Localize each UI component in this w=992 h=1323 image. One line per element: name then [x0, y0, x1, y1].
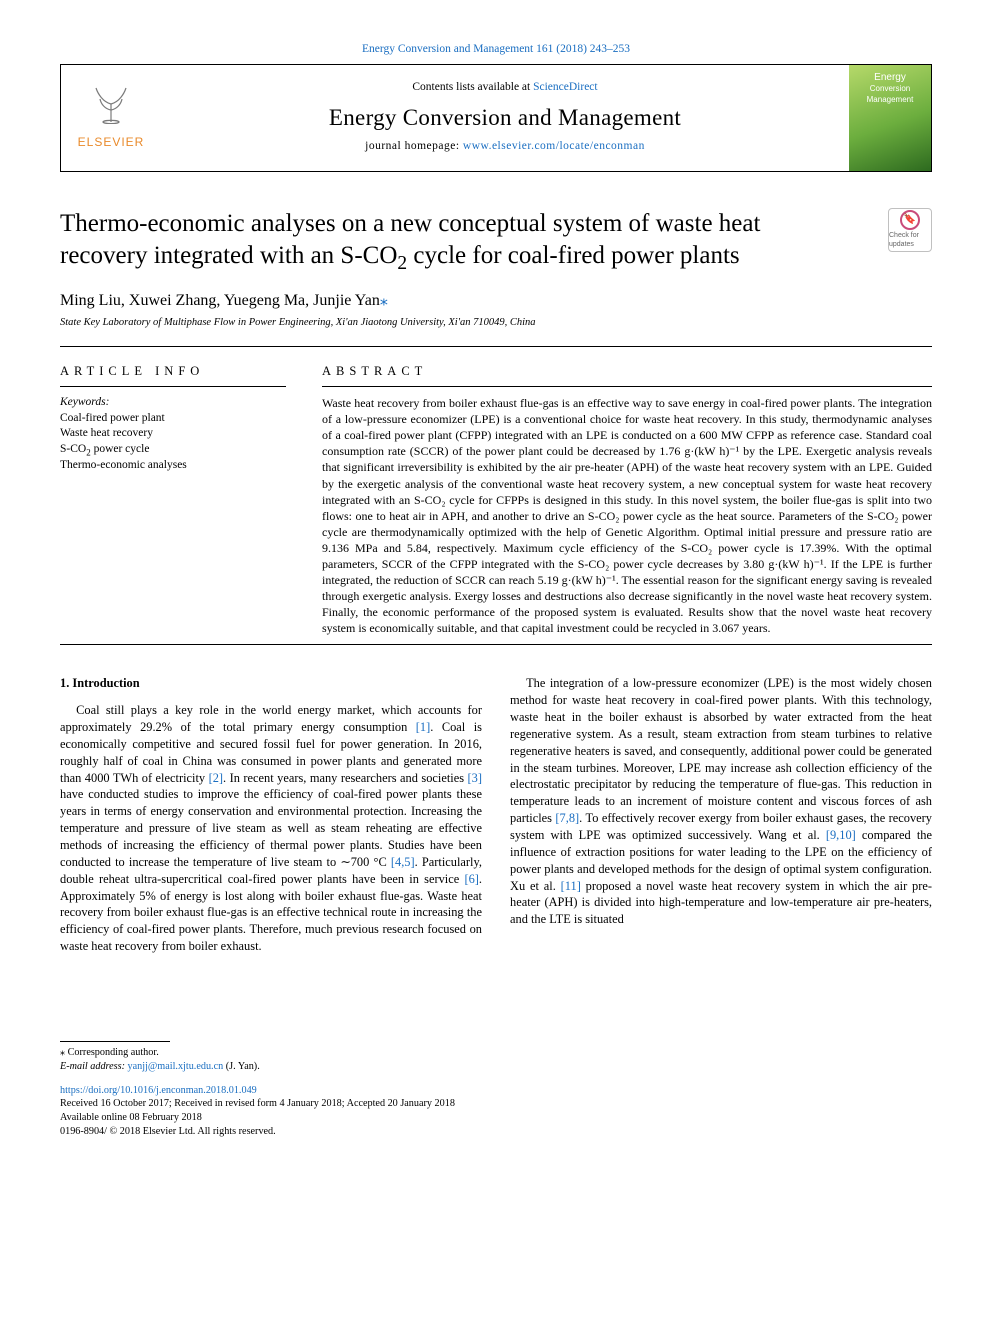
cover-word-energy: Energy — [874, 71, 906, 85]
publisher-logo-area: ELSEVIER — [61, 65, 161, 171]
crossmark-icon — [900, 210, 920, 230]
cover-word-management: Management — [867, 95, 914, 106]
kw3-a: S-CO — [60, 443, 86, 455]
article-info-heading: ARTICLE INFO — [60, 363, 286, 380]
journal-cover-thumb: Energy Conversion Management — [849, 65, 931, 171]
ref-1[interactable]: [1] — [416, 720, 430, 734]
p1c: . In recent years, many researchers and … — [223, 771, 468, 785]
keyword-2: Waste heat recovery — [60, 426, 286, 442]
article-title: Thermo-economic analyses on a new concep… — [60, 208, 876, 277]
corresponding-author-note: ⁎ Corresponding author. — [60, 1046, 932, 1060]
abstract-heading: ABSTRACT — [322, 363, 932, 380]
keyword-1: Coal-fired power plant — [60, 411, 286, 427]
footer: ⁎ Corresponding author. E-mail address: … — [60, 1041, 932, 1139]
ref-6[interactable]: [6] — [464, 872, 478, 886]
abstract-text: Waste heat recovery from boiler exhaust … — [322, 395, 932, 636]
journal-header-center: Contents lists available at ScienceDirec… — [161, 65, 849, 171]
divider-bottom — [60, 644, 932, 645]
title-line1: Thermo-economic analyses on a new concep… — [60, 210, 760, 237]
check-updates-label: Check for updates — [889, 231, 931, 250]
email-tail: (J. Yan). — [223, 1061, 260, 1072]
history-available: Available online 08 February 2018 — [60, 1111, 932, 1125]
keywords-label: Keywords: — [60, 395, 286, 411]
title-sub: 2 — [397, 253, 407, 274]
corresponding-mark-link[interactable]: ⁎ — [380, 292, 388, 309]
divider-top — [60, 346, 932, 347]
journal-header-box: ELSEVIER Contents lists available at Sci… — [60, 64, 932, 172]
p2a: The integration of a low-pressure econom… — [510, 676, 932, 825]
cover-word-conversion: Conversion — [870, 84, 910, 95]
affiliation: State Key Laboratory of Multiphase Flow … — [60, 316, 932, 330]
abstract-divider — [322, 386, 932, 387]
corresponding-email-link[interactable]: yanjj@mail.xjtu.edu.cn — [128, 1061, 224, 1072]
kw3-b: power cycle — [91, 443, 150, 455]
article-info-column: ARTICLE INFO Keywords: Coal-fired power … — [60, 353, 286, 636]
running-head-link[interactable]: Energy Conversion and Management 161 (20… — [362, 43, 630, 55]
title-line2a: recovery integrated with an S-CO — [60, 242, 397, 269]
ref-7-8[interactable]: [7,8] — [555, 811, 579, 825]
contents-lists-line: Contents lists available at ScienceDirec… — [161, 80, 849, 96]
journal-homepage-link[interactable]: www.elsevier.com/locate/enconman — [463, 140, 645, 152]
info-divider — [60, 386, 286, 387]
sciencedirect-link[interactable]: ScienceDirect — [533, 81, 598, 93]
doi-link[interactable]: https://doi.org/10.1016/j.enconman.2018.… — [60, 1084, 932, 1098]
abstract-column: ABSTRACT Waste heat recovery from boiler… — [322, 353, 932, 636]
keywords-list: Coal-fired power plant Waste heat recove… — [60, 411, 286, 474]
intro-para-2: The integration of a low-pressure econom… — [510, 675, 932, 928]
ref-9-10[interactable]: [9,10] — [826, 828, 856, 842]
publisher-wordmark: ELSEVIER — [78, 134, 145, 150]
homepage-prefix: journal homepage: — [365, 140, 463, 152]
intro-para-1: Coal still plays a key role in the world… — [60, 702, 482, 955]
copyright-line: 0196-8904/ © 2018 Elsevier Ltd. All righ… — [60, 1125, 932, 1139]
ref-3[interactable]: [3] — [468, 771, 482, 785]
email-label: E-mail address: — [60, 1061, 128, 1072]
ref-2[interactable]: [2] — [209, 771, 223, 785]
title-line2b: cycle for coal-fired power plants — [407, 242, 739, 269]
body-two-column: 1. Introduction Coal still plays a key r… — [60, 675, 932, 955]
email-line: E-mail address: yanjj@mail.xjtu.edu.cn (… — [60, 1060, 932, 1074]
journal-title: Energy Conversion and Management — [161, 102, 849, 133]
check-for-updates-badge[interactable]: Check for updates — [888, 208, 932, 252]
running-head: Energy Conversion and Management 161 (20… — [60, 42, 932, 58]
ref-4-5[interactable]: [4,5] — [391, 855, 415, 869]
author-list: Ming Liu, Xuwei Zhang, Yuegeng Ma, Junji… — [60, 290, 932, 312]
footnote-rule — [60, 1041, 170, 1042]
contents-prefix: Contents lists available at — [412, 81, 533, 93]
ref-11[interactable]: [11] — [561, 879, 581, 893]
keyword-4: Thermo-economic analyses — [60, 458, 286, 474]
history-received: Received 16 October 2017; Received in re… — [60, 1097, 932, 1111]
authors-text: Ming Liu, Xuwei Zhang, Yuegeng Ma, Junji… — [60, 292, 380, 309]
keyword-3: S-CO2 power cycle — [60, 442, 286, 458]
section-heading-introduction: 1. Introduction — [60, 675, 482, 692]
elsevier-tree-icon — [88, 84, 134, 130]
journal-homepage-line: journal homepage: www.elsevier.com/locat… — [161, 139, 849, 155]
